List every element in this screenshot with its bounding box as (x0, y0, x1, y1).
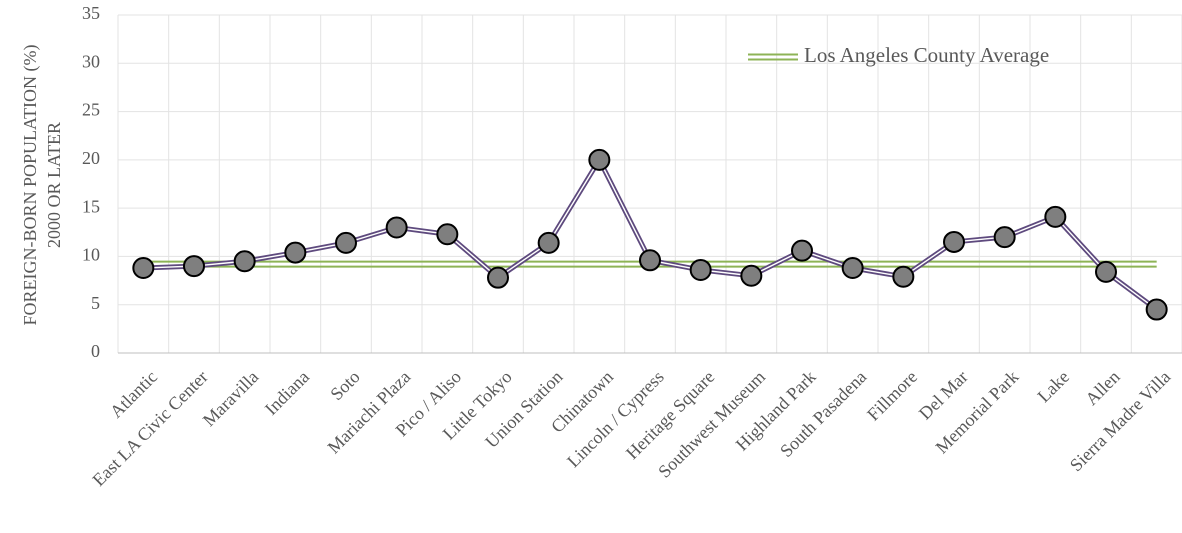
x-tick-label: Allen (1081, 367, 1123, 409)
point (1145, 298, 1168, 321)
x-tick-label: Indiana (261, 367, 313, 419)
x-tick-label: Lake (1033, 367, 1073, 407)
point (132, 257, 155, 280)
y-tick-label: 0 (91, 341, 100, 361)
x-tick-label: Soto (326, 367, 363, 404)
y-axis-title: FOREIGN-BORN POPULATION (%) (20, 44, 41, 325)
point (841, 257, 864, 280)
point (233, 250, 256, 273)
point (588, 148, 611, 171)
point (335, 231, 357, 254)
point (1095, 260, 1117, 283)
y-tick-label: 20 (82, 148, 100, 168)
y-tick-label: 5 (91, 293, 100, 313)
x-tick-label: Fillmore (863, 367, 921, 425)
point (892, 265, 915, 288)
y-tick-label: 30 (82, 51, 100, 71)
point (1044, 205, 1067, 228)
point (993, 226, 1016, 249)
point (740, 264, 763, 287)
x-tick-label: Maravilla (199, 367, 263, 431)
x-tick-label: Heritage Square (622, 367, 718, 463)
point (943, 230, 965, 253)
y-tick-label: 35 (82, 3, 100, 23)
y-tick-label: 15 (82, 196, 100, 216)
point (791, 239, 813, 262)
y-tick-label: 10 (82, 245, 100, 265)
point (385, 216, 408, 239)
y-axis-title: 2000 OR LATER (44, 122, 64, 248)
y-tick-label: 25 (82, 100, 100, 120)
legend-label: Los Angeles County Average (804, 43, 1049, 67)
point (639, 249, 661, 272)
point (436, 223, 459, 246)
point (284, 241, 307, 264)
point (183, 255, 205, 278)
point (537, 231, 560, 254)
point (487, 266, 509, 289)
point (689, 258, 712, 281)
